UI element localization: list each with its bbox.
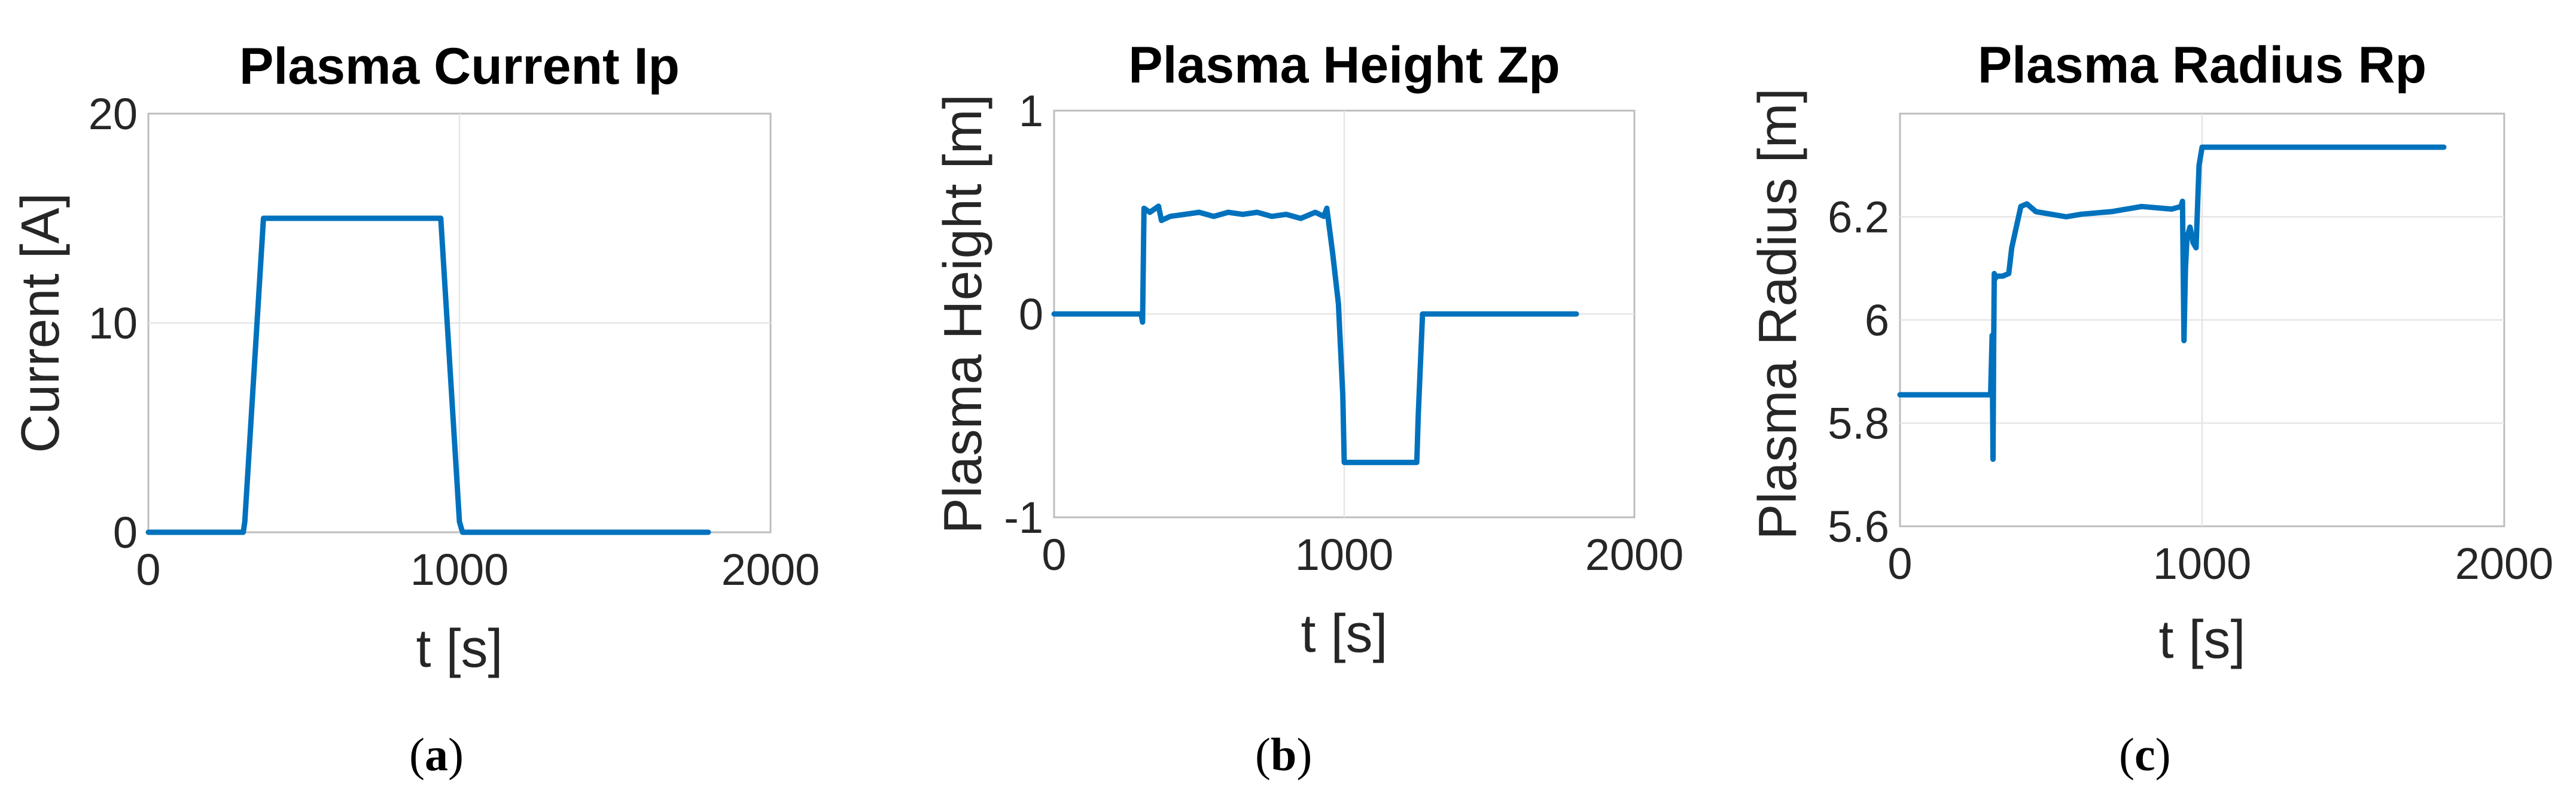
y-tick-label: 6.2 (1828, 193, 1889, 242)
y-tick-label: 1 (1019, 86, 1043, 136)
chart-title: Plasma Radius Rp (1978, 36, 2426, 94)
series-line (145, 215, 711, 535)
panel-caption: (a) (409, 728, 464, 780)
chart-title: Plasma Height Zp (1128, 36, 1560, 94)
panel-a: 0 1000 2000 0 10 20 Plasma Current Ip t [s] C… (11, 38, 820, 780)
tick-labels: 0 1000 2000 5.6 5.8 6 6.2 (1828, 193, 2553, 589)
x-tick-label: 0 (136, 545, 160, 594)
series-layer (1897, 144, 2447, 462)
x-tick-label: 1000 (410, 545, 509, 594)
gridlines (1900, 114, 2504, 526)
series-layer (145, 215, 711, 535)
y-tick-label: 6 (1865, 295, 1889, 345)
x-tick-label: 2000 (2455, 539, 2554, 588)
y-tick-label: 20 (89, 89, 138, 139)
y-tick-label: 5.8 (1828, 399, 1889, 449)
x-axis-label: t [s] (1301, 604, 1387, 664)
x-tick-label: 0 (1042, 530, 1066, 580)
panel-caption: (b) (1255, 728, 1312, 780)
y-axis-label: Plasma Radius [m] (1748, 88, 1808, 539)
y-tick-label: -1 (1004, 493, 1043, 542)
y-tick-label: 10 (89, 298, 138, 348)
panel-b: 0 1000 2000-101 Plasma Height Zp t [s] Pla… (933, 36, 1683, 780)
x-axis-label: t [s] (2158, 610, 2245, 670)
panel-c: 0 1000 2000 5.6 5.8 6 6.2 Plasma Radius Rp t [… (1748, 36, 2553, 780)
caption-letter: a (425, 728, 448, 780)
series-line (1051, 203, 1579, 465)
caption-letter: c (2135, 728, 2155, 780)
gridlines (148, 114, 771, 532)
y-tick-label: 0 (113, 508, 138, 557)
x-tick-label: 2000 (721, 545, 820, 594)
tick-labels: 0 1000 2000-101 (1004, 86, 1683, 580)
x-axis-label: t [s] (416, 619, 503, 679)
y-tick-label: 0 (1019, 289, 1043, 339)
tick-labels: 0 1000 2000 0 10 20 (89, 89, 820, 594)
series-layer (1051, 203, 1579, 465)
series-line (1897, 144, 2447, 462)
x-tick-label: 0 (1887, 539, 1912, 588)
caption-letter: b (1271, 728, 1296, 780)
chart-title: Plasma Current Ip (239, 38, 680, 95)
y-axis-label: Current [A] (11, 193, 71, 453)
x-tick-label: 1000 (2153, 539, 2252, 588)
y-axis-label: Plasma Height [m] (933, 94, 993, 533)
y-tick-label: 5.6 (1828, 502, 1889, 551)
panel-caption: (c) (2119, 728, 2171, 780)
x-tick-label: 2000 (1585, 530, 1684, 580)
x-tick-label: 1000 (1295, 530, 1394, 580)
